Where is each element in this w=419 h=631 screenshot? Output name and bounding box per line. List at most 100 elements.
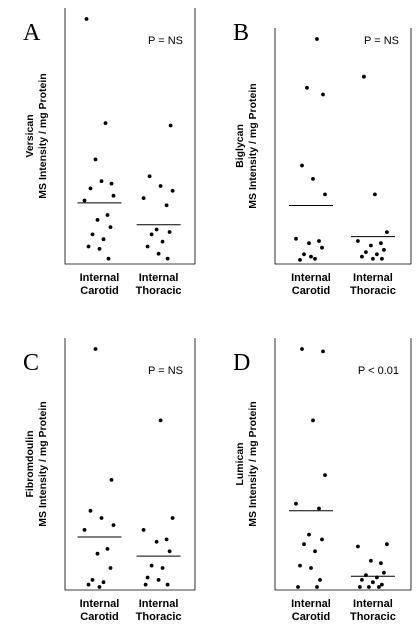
data-point <box>154 539 159 544</box>
data-point <box>145 244 150 249</box>
data-point <box>360 254 364 259</box>
group-carotid: Internal Carotid <box>289 347 333 623</box>
group-thoracic: Internal Thoracic <box>350 74 396 297</box>
data-point <box>315 37 319 41</box>
data-point <box>360 578 364 582</box>
data-point <box>379 561 383 566</box>
data-point <box>164 537 169 542</box>
data-point <box>149 563 154 568</box>
data-point <box>317 506 321 511</box>
data-point <box>156 251 161 256</box>
data-point <box>364 250 368 255</box>
data-point <box>298 563 302 568</box>
data-point <box>99 179 104 184</box>
data-point <box>101 237 106 242</box>
data-point <box>320 537 324 542</box>
data-point <box>109 181 114 186</box>
data-point <box>369 243 373 248</box>
data-point <box>156 578 161 582</box>
data-point <box>149 232 154 237</box>
data-point <box>371 580 375 585</box>
data-point <box>105 547 110 551</box>
data-point <box>309 566 313 570</box>
y-axis-label: LumicanMS Intensity / mg Protein <box>234 401 259 526</box>
data-point <box>369 558 373 563</box>
data-point <box>108 225 113 230</box>
panel-b: B P = NS BiglycanMS Intensity / mg Protein… <box>233 20 412 297</box>
plot-frame <box>64 338 196 591</box>
data-point <box>111 193 116 198</box>
data-point <box>158 418 163 423</box>
data-point <box>141 196 146 201</box>
data-point <box>170 516 175 520</box>
data-point <box>362 74 366 79</box>
x-category-label: Internal Carotid <box>291 272 331 297</box>
data-point <box>111 523 116 527</box>
p-value-label: P = NS <box>148 365 183 377</box>
data-point <box>106 256 111 261</box>
data-point <box>90 578 95 582</box>
data-point <box>302 252 306 257</box>
data-point <box>321 92 325 97</box>
y-axis-label: FibromdoulinMS Intensity / mg Protein <box>24 401 49 526</box>
group-thoracic: Internal Thoracic <box>350 542 396 623</box>
data-point <box>93 157 98 162</box>
y-axis-label: BiglycanMS Intensity / mg Protein <box>234 83 259 208</box>
data-point <box>160 566 165 570</box>
data-point <box>371 256 375 261</box>
data-point <box>93 347 98 351</box>
data-point <box>90 232 95 237</box>
x-category-label: Internal Thoracic <box>136 272 182 297</box>
data-point <box>311 418 315 423</box>
x-category-label: Internal Carotid <box>80 272 120 297</box>
panel-d: D P < 0.01 LumicanMS Intensity / mg Protei… <box>233 338 412 623</box>
panel-letter: A <box>23 20 41 46</box>
data-point <box>97 585 102 589</box>
data-point <box>298 258 302 262</box>
data-point <box>88 508 93 513</box>
data-point <box>356 239 360 243</box>
data-point <box>158 184 163 188</box>
p-value-label: P = NS <box>364 35 399 47</box>
data-point <box>160 239 165 244</box>
data-point <box>170 188 175 193</box>
data-point <box>86 582 91 587</box>
data-point <box>164 203 169 208</box>
data-point <box>382 248 386 252</box>
x-category-label: Internal Thoracic <box>350 598 396 623</box>
data-point <box>101 580 106 585</box>
x-category-label: Internal Thoracic <box>136 598 182 623</box>
data-point <box>367 585 371 589</box>
data-point <box>356 544 360 549</box>
data-point <box>143 582 148 587</box>
data-point <box>313 256 317 261</box>
data-point <box>294 501 298 506</box>
x-category-label: Internal Carotid <box>291 598 331 623</box>
data-point <box>95 551 100 556</box>
data-point <box>385 542 389 547</box>
p-value-label: P < 0.01 <box>358 365 399 377</box>
data-point <box>382 570 386 575</box>
data-point <box>323 192 327 197</box>
plot-frame <box>274 28 412 265</box>
data-point <box>97 247 102 251</box>
data-point <box>377 585 381 589</box>
data-point <box>307 532 311 537</box>
data-point <box>379 241 383 246</box>
data-point <box>300 163 304 168</box>
data-point <box>300 347 304 351</box>
data-point <box>88 186 93 191</box>
data-point <box>307 241 311 246</box>
data-point <box>167 230 172 234</box>
group-thoracic: Internal Thoracic <box>136 123 182 297</box>
data-point <box>380 256 384 261</box>
data-point <box>315 585 319 589</box>
panel-c: C P = NS FibromdoulinMS Intensity / mg Pro… <box>23 338 196 623</box>
data-point <box>82 528 87 532</box>
data-point <box>99 516 104 520</box>
data-point <box>109 478 114 482</box>
data-point <box>321 349 325 354</box>
data-point <box>358 585 362 589</box>
data-point <box>165 256 170 261</box>
x-category-label: Internal Thoracic <box>350 272 396 297</box>
